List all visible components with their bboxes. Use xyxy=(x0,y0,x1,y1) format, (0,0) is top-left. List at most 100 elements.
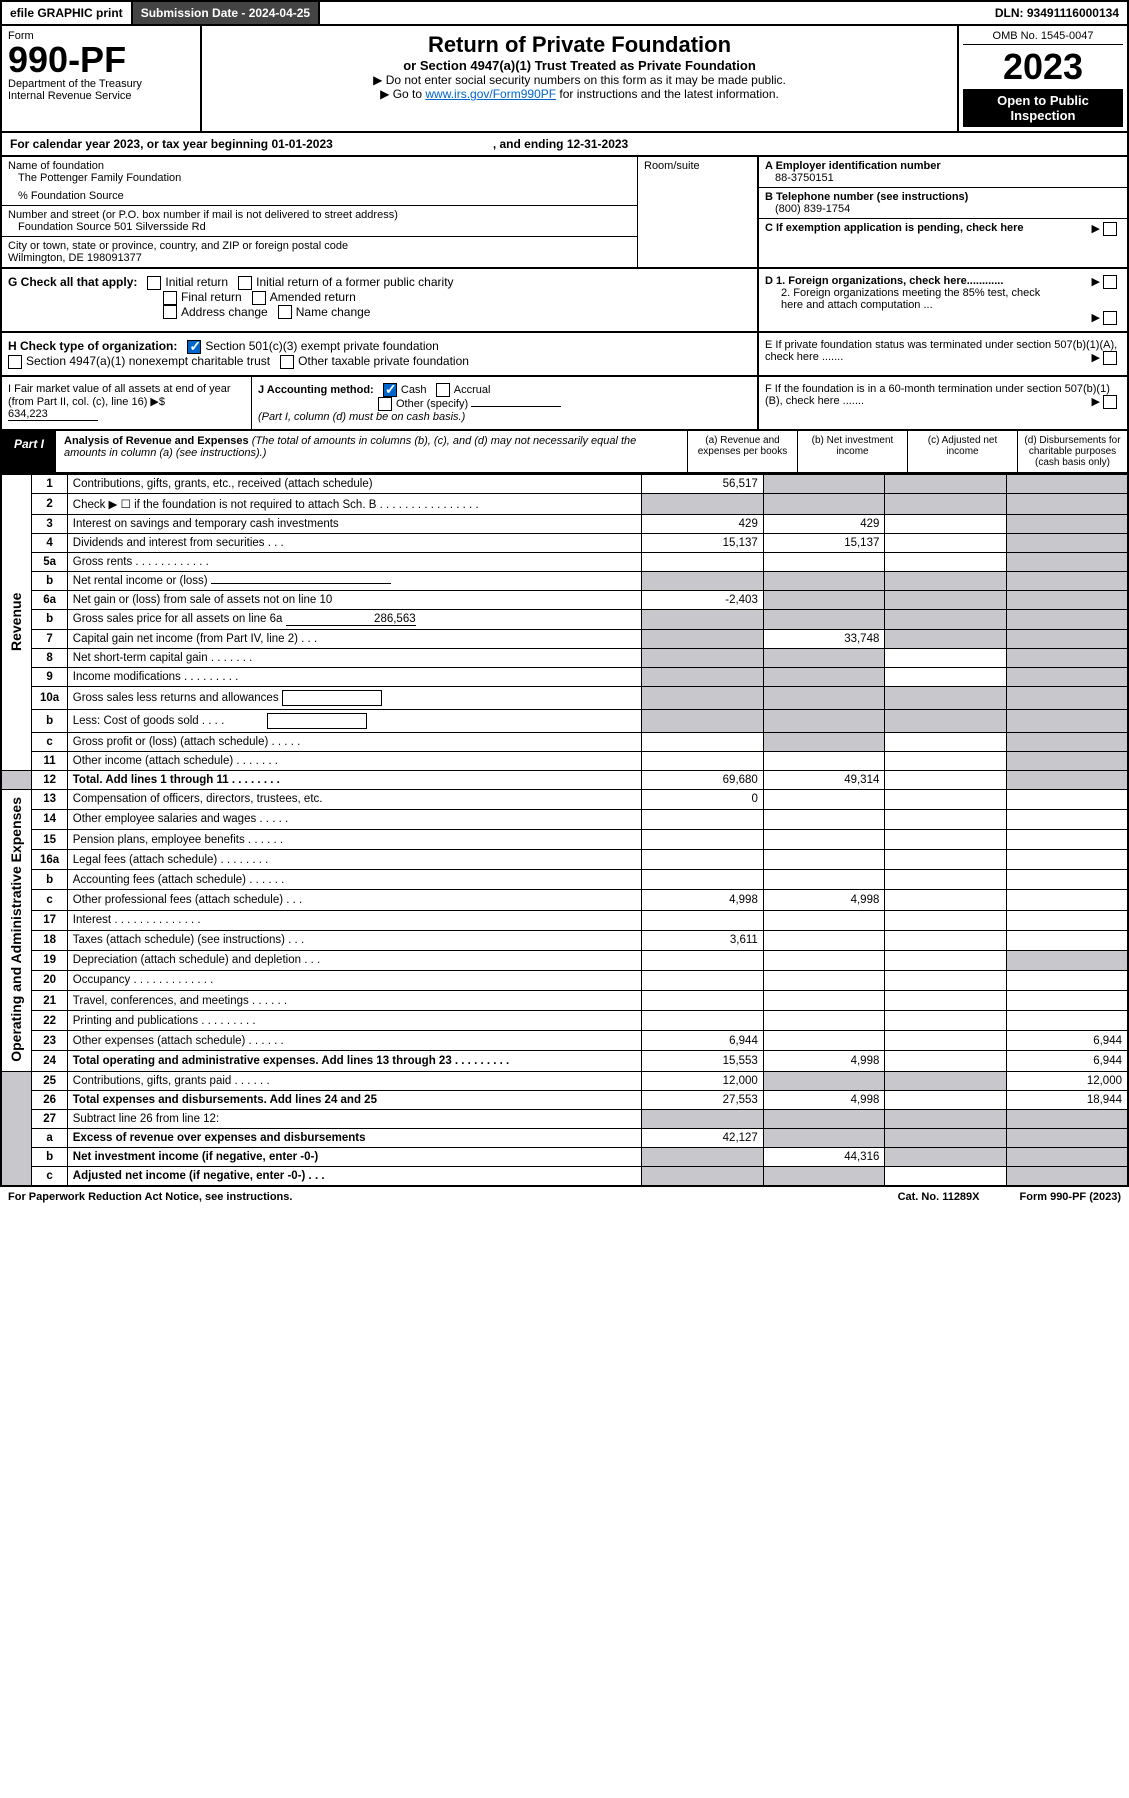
table-row: 20Occupancy . . . . . . . . . . . . . xyxy=(1,970,1128,990)
col-b-value xyxy=(763,571,885,590)
line-number: 18 xyxy=(32,930,67,950)
goto-pre: ▶ Go to xyxy=(380,87,425,101)
line-desc: Occupancy . . . . . . . . . . . . . xyxy=(67,970,642,990)
line-number: 13 xyxy=(32,789,67,809)
line-desc: Check ▶ ☐ if the foundation is not requi… xyxy=(67,493,642,514)
table-row: 5a Gross rents . . . . . . . . . . . . xyxy=(1,552,1128,571)
ssn-note: ▶ Do not enter social security numbers o… xyxy=(208,73,951,87)
line-desc: Interest on savings and temporary cash i… xyxy=(67,514,642,533)
line-number: 6a xyxy=(32,590,67,609)
final-return-checkbox[interactable] xyxy=(163,291,177,305)
line-desc: Gross profit or (loss) (attach schedule)… xyxy=(67,732,642,751)
cal-begin: For calendar year 2023, or tax year begi… xyxy=(10,137,333,151)
col-a-value xyxy=(642,809,764,829)
col-a-value xyxy=(642,870,764,890)
col-a-value xyxy=(642,648,764,667)
other-method-checkbox[interactable] xyxy=(378,397,392,411)
col-d-value xyxy=(1006,648,1128,667)
col-c-header: (c) Adjusted net income xyxy=(907,431,1017,472)
line-number: 23 xyxy=(32,1031,67,1051)
col-b-value xyxy=(763,648,885,667)
f-checkbox[interactable] xyxy=(1103,395,1117,409)
col-b-value xyxy=(763,870,885,890)
form-header: Form 990-PF Department of the Treasury I… xyxy=(0,26,1129,133)
goto-note: ▶ Go to www.irs.gov/Form990PF for instru… xyxy=(208,87,951,101)
line-number: b xyxy=(32,571,67,590)
col-a-value: 27,553 xyxy=(642,1090,764,1109)
line-desc: Gross sales less returns and allowances xyxy=(67,686,642,709)
c-checkbox[interactable] xyxy=(1103,222,1117,236)
col-d-value xyxy=(1006,609,1128,629)
e-checkbox[interactable] xyxy=(1103,351,1117,365)
initial-return-checkbox[interactable] xyxy=(147,276,161,290)
col-a-value: 42,127 xyxy=(642,1128,764,1147)
col-a-value xyxy=(642,850,764,870)
other-taxable-checkbox[interactable] xyxy=(280,355,294,369)
col-b-value xyxy=(763,910,885,930)
col-d-value xyxy=(1006,970,1128,990)
col-a-value xyxy=(642,1166,764,1186)
address-change-checkbox[interactable] xyxy=(163,305,177,319)
d1-checkbox[interactable] xyxy=(1103,275,1117,289)
col-c-value xyxy=(885,1071,1007,1090)
other-specify-line xyxy=(471,406,561,407)
goto-post: for instructions and the latest informat… xyxy=(556,87,779,101)
col-b-value xyxy=(763,1011,885,1031)
line-desc: Total. Add lines 1 through 11 . . . . . … xyxy=(67,770,642,789)
col-c-value xyxy=(885,1109,1007,1128)
c-label: C If exemption application is pending, c… xyxy=(765,222,1024,234)
spacer-cell xyxy=(1,770,32,789)
table-row: 17Interest . . . . . . . . . . . . . . xyxy=(1,910,1128,930)
table-row: 6a Net gain or (loss) from sale of asset… xyxy=(1,590,1128,609)
name-change-checkbox[interactable] xyxy=(278,305,292,319)
col-b-value xyxy=(763,830,885,850)
line-desc: Contributions, gifts, grants paid . . . … xyxy=(67,1071,642,1090)
table-row: 26Total expenses and disbursements. Add … xyxy=(1,1090,1128,1109)
line-number: b xyxy=(32,1147,67,1166)
cash-checkbox[interactable] xyxy=(383,383,397,397)
table-row: 3 Interest on savings and temporary cash… xyxy=(1,514,1128,533)
table-row: 27Subtract line 26 from line 12: xyxy=(1,1109,1128,1128)
col-a-value: 6,944 xyxy=(642,1031,764,1051)
col-a-value: 15,553 xyxy=(642,1051,764,1071)
tel-cell: B Telephone number (see instructions) (8… xyxy=(759,188,1127,219)
table-row: 24Total operating and administrative exp… xyxy=(1,1051,1128,1071)
line-desc: Pension plans, employee benefits . . . .… xyxy=(67,830,642,850)
col-c-value xyxy=(885,571,1007,590)
d2-checkbox[interactable] xyxy=(1103,311,1117,325)
col-b-value xyxy=(763,970,885,990)
col-d-value xyxy=(1006,930,1128,950)
tax-year: 2023 xyxy=(963,49,1123,85)
f-section: F If the foundation is in a 60-month ter… xyxy=(757,377,1127,429)
part1-header: Part I Analysis of Revenue and Expenses … xyxy=(0,431,1129,474)
header-left: Form 990-PF Department of the Treasury I… xyxy=(2,26,202,131)
form-ref: Form 990-PF (2023) xyxy=(1020,1191,1121,1203)
line-desc-text: Net investment income (if negative, ente… xyxy=(73,1151,318,1163)
s501c3-checkbox[interactable] xyxy=(187,340,201,354)
col-a-value xyxy=(642,686,764,709)
form990pf-link[interactable]: www.irs.gov/Form990PF xyxy=(425,87,556,101)
line-number: 4 xyxy=(32,533,67,552)
tel-label: B Telephone number (see instructions) xyxy=(765,191,968,203)
s4947-checkbox[interactable] xyxy=(8,355,22,369)
col-b-value xyxy=(763,1031,885,1051)
accrual-checkbox[interactable] xyxy=(436,383,450,397)
table-row: 12 Total. Add lines 1 through 11 . . . .… xyxy=(1,770,1128,789)
amended-return-checkbox[interactable] xyxy=(252,291,266,305)
col-c-value xyxy=(885,850,1007,870)
f-label: F If the foundation is in a 60-month ter… xyxy=(765,383,1110,407)
s501c3-label: Section 501(c)(3) exempt private foundat… xyxy=(205,339,438,353)
line-number: b xyxy=(32,870,67,890)
col-b-value xyxy=(763,930,885,950)
table-row: 9 Income modifications . . . . . . . . . xyxy=(1,667,1128,686)
initial-former-checkbox[interactable] xyxy=(238,276,252,290)
c-pending-cell: C If exemption application is pending, c… xyxy=(759,219,1127,237)
name-change-label: Name change xyxy=(296,305,371,319)
efile-print[interactable]: efile GRAPHIC print xyxy=(2,2,133,24)
header-right: OMB No. 1545-0047 2023 Open to Public In… xyxy=(957,26,1127,131)
table-row: b Gross sales price for all assets on li… xyxy=(1,609,1128,629)
table-row: c Gross profit or (loss) (attach schedul… xyxy=(1,732,1128,751)
col-d-value: 6,944 xyxy=(1006,1051,1128,1071)
table-row: cAdjusted net income (if negative, enter… xyxy=(1,1166,1128,1186)
line-number: 19 xyxy=(32,950,67,970)
